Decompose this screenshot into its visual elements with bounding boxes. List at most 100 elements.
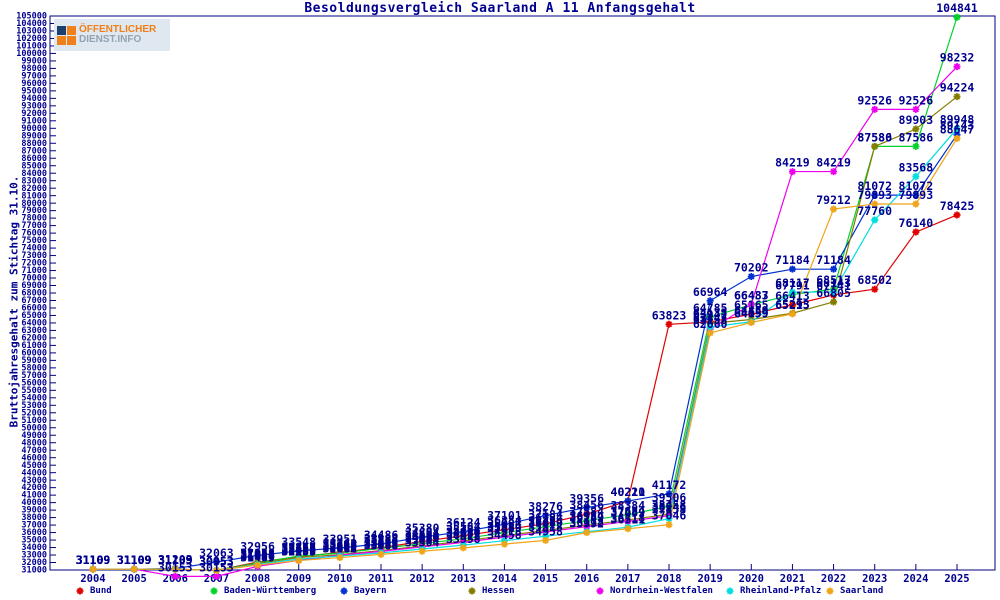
svg-text:31109: 31109 <box>117 553 152 567</box>
svg-text:79000: 79000 <box>21 206 47 216</box>
logo-square-orange3 <box>67 35 76 45</box>
svg-text:35518: 35518 <box>528 520 563 534</box>
svg-text:68000: 68000 <box>21 289 47 299</box>
svg-text:35184: 35184 <box>446 523 481 537</box>
svg-text:36511: 36511 <box>611 513 646 527</box>
svg-text:63447: 63447 <box>693 311 728 325</box>
svg-text:2012: 2012 <box>409 573 434 585</box>
svg-text:57000: 57000 <box>21 371 47 381</box>
logo-square-orange1 <box>67 25 76 35</box>
svg-text:66000: 66000 <box>21 304 47 314</box>
legend-marker-icon <box>726 587 734 595</box>
logo-text: ÖFFENTLICHER DIENST.INFO <box>79 25 156 45</box>
svg-text:71000: 71000 <box>21 266 47 276</box>
svg-text:31109: 31109 <box>76 553 111 567</box>
svg-text:34958: 34958 <box>528 524 563 538</box>
svg-text:33951: 33951 <box>323 532 358 546</box>
svg-text:67000: 67000 <box>21 296 47 306</box>
svg-text:32063: 32063 <box>199 546 234 560</box>
svg-text:35000: 35000 <box>21 536 47 546</box>
svg-text:87000: 87000 <box>21 146 47 156</box>
svg-text:31000: 31000 <box>21 566 47 576</box>
svg-text:98232: 98232 <box>940 51 975 65</box>
svg-text:37046: 37046 <box>652 509 687 523</box>
svg-text:78000: 78000 <box>21 214 47 224</box>
svg-text:2022: 2022 <box>821 573 846 585</box>
svg-text:40210: 40210 <box>611 485 646 499</box>
svg-text:104841: 104841 <box>936 1 978 15</box>
svg-text:47000: 47000 <box>21 446 47 456</box>
svg-text:34689: 34689 <box>446 526 481 540</box>
svg-text:37489: 37489 <box>611 505 646 519</box>
svg-text:92526: 92526 <box>857 93 892 107</box>
svg-text:79893: 79893 <box>899 188 934 202</box>
svg-text:63158: 63158 <box>693 313 728 327</box>
svg-text:59000: 59000 <box>21 356 47 366</box>
svg-text:77000: 77000 <box>21 221 47 231</box>
svg-text:93000: 93000 <box>21 101 47 111</box>
svg-text:33504: 33504 <box>405 535 440 549</box>
svg-text:32458: 32458 <box>281 543 316 557</box>
legend-item-rheinland-pfalz: Rheinland-Pfalz <box>724 585 821 597</box>
svg-text:39000: 39000 <box>21 506 47 516</box>
svg-text:2021: 2021 <box>780 573 805 585</box>
svg-text:2016: 2016 <box>574 573 599 585</box>
svg-text:89948: 89948 <box>940 113 975 127</box>
svg-text:87580: 87580 <box>857 130 892 144</box>
svg-text:72000: 72000 <box>21 259 47 269</box>
legend-label: Saarland <box>840 586 884 596</box>
svg-text:32862: 32862 <box>323 540 358 554</box>
svg-text:69000: 69000 <box>21 281 47 291</box>
svg-text:34089: 34089 <box>405 531 440 545</box>
svg-text:89143: 89143 <box>940 119 975 133</box>
svg-text:31203: 31203 <box>158 552 193 566</box>
logo-square-orange2 <box>57 35 66 45</box>
svg-text:34204: 34204 <box>405 530 440 544</box>
svg-text:33588: 33588 <box>364 535 399 549</box>
svg-text:34884: 34884 <box>446 525 481 539</box>
svg-text:35389: 35389 <box>487 521 522 535</box>
legend-label: Bayern <box>354 586 387 596</box>
svg-text:42000: 42000 <box>21 483 47 493</box>
svg-text:35584: 35584 <box>487 520 522 534</box>
svg-text:84219: 84219 <box>816 156 851 170</box>
svg-text:89903: 89903 <box>899 113 934 127</box>
svg-text:36124: 36124 <box>446 516 481 530</box>
svg-text:38384: 38384 <box>611 499 646 513</box>
svg-text:33958: 33958 <box>446 532 481 546</box>
svg-text:62000: 62000 <box>21 334 47 344</box>
svg-text:64059: 64059 <box>734 307 769 321</box>
svg-text:80000: 80000 <box>21 199 47 209</box>
svg-text:85000: 85000 <box>21 161 47 171</box>
svg-text:45000: 45000 <box>21 461 47 471</box>
svg-text:62660: 62660 <box>693 317 728 331</box>
svg-text:31109: 31109 <box>158 553 193 567</box>
svg-text:66433: 66433 <box>734 289 769 303</box>
svg-text:2009: 2009 <box>286 573 311 585</box>
svg-text:66487: 66487 <box>734 288 769 302</box>
svg-text:63000: 63000 <box>21 326 47 336</box>
svg-text:53000: 53000 <box>21 401 47 411</box>
logo-line2: DIENST.INFO <box>79 34 142 45</box>
logo-square-blue <box>57 25 66 35</box>
svg-text:76000: 76000 <box>21 229 47 239</box>
svg-text:2014: 2014 <box>492 573 517 585</box>
svg-text:34318: 34318 <box>446 529 481 543</box>
svg-text:89000: 89000 <box>21 131 47 141</box>
svg-text:73000: 73000 <box>21 251 47 261</box>
svg-text:32662: 32662 <box>323 542 358 556</box>
svg-text:31109: 31109 <box>158 553 193 567</box>
svg-text:31109: 31109 <box>158 553 193 567</box>
svg-text:2010: 2010 <box>327 573 352 585</box>
svg-text:71184: 71184 <box>775 253 810 267</box>
svg-text:74000: 74000 <box>21 244 47 254</box>
svg-text:38246: 38246 <box>652 500 687 514</box>
svg-text:31109: 31109 <box>117 553 152 567</box>
svg-text:75000: 75000 <box>21 236 47 246</box>
svg-text:84000: 84000 <box>21 169 47 179</box>
page-title: Besoldungsvergleich Saarland A 11 Anfang… <box>304 1 696 16</box>
svg-text:79212: 79212 <box>816 193 851 207</box>
y-axis-label: Bruttojahresgehalt zum Stichtag 31.10. <box>7 175 21 428</box>
svg-text:30953: 30953 <box>199 554 234 568</box>
svg-text:33988: 33988 <box>364 532 399 546</box>
